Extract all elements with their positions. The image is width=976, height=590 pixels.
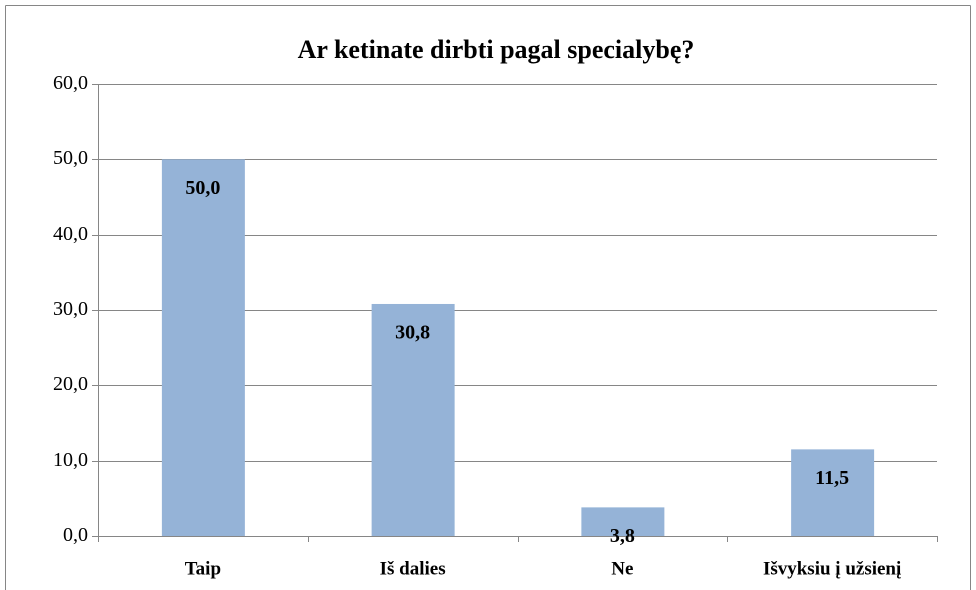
data-label: 50,0 <box>185 177 220 199</box>
bar <box>371 303 455 536</box>
y-tick-label: 40,0 <box>53 223 88 245</box>
bar <box>791 449 875 536</box>
y-tick-label: 30,0 <box>53 298 88 320</box>
data-label: 11,5 <box>815 467 849 489</box>
y-tick-label: 50,0 <box>53 147 88 169</box>
data-label: 30,8 <box>395 322 430 344</box>
y-tick-label: 0,0 <box>63 524 88 546</box>
x-tick-label: Taip <box>185 558 221 579</box>
x-tick-label: Išvyksiu į užsienį <box>763 558 902 579</box>
x-tick-label: Ne <box>611 558 633 579</box>
y-tick-label: 60,0 <box>53 72 88 94</box>
bar <box>581 507 665 536</box>
bar <box>161 159 245 537</box>
chart-title: Ar ketinate dirbti pagal specialybę? <box>298 35 695 64</box>
data-label: 3,8 <box>610 525 635 547</box>
y-tick-label: 10,0 <box>53 449 88 471</box>
y-tick-label: 20,0 <box>53 373 88 395</box>
x-tick-label: Iš dalies <box>380 558 446 579</box>
